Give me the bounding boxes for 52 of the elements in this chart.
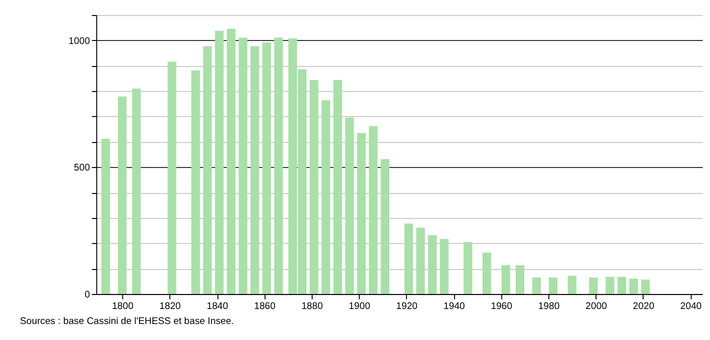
bar	[168, 62, 176, 294]
bar	[262, 42, 271, 294]
x-tick-label: 1840	[206, 300, 228, 312]
bar	[333, 80, 342, 294]
x-tick-label: 1880	[301, 300, 323, 312]
source-note: Sources : base Cassini de l'EHESS et base Insee.	[20, 316, 234, 327]
bar	[250, 46, 260, 294]
bar	[274, 38, 283, 294]
y-tick-label: 1000	[68, 36, 90, 47]
bar	[238, 38, 248, 294]
bar	[310, 80, 318, 294]
bar	[617, 276, 626, 294]
bar	[464, 242, 472, 294]
bar	[428, 235, 437, 294]
bar	[516, 265, 524, 294]
x-tick-label: 1900	[348, 300, 370, 312]
bar	[440, 238, 449, 294]
bar	[548, 278, 558, 294]
y-tick-label: 0	[84, 289, 90, 300]
x-tick-label: 1860	[254, 300, 276, 312]
bar	[482, 252, 492, 294]
y-tick-label: 500	[74, 162, 90, 174]
x-tick-label: 1980	[538, 300, 560, 312]
bar	[118, 96, 127, 294]
bar	[629, 278, 638, 294]
bar	[368, 126, 378, 294]
x-tick-label: 1920	[396, 300, 418, 312]
x-tick-label: 1940	[443, 300, 465, 312]
bar	[345, 118, 354, 294]
x-tick-label: 1800	[112, 300, 134, 312]
bar	[501, 265, 510, 294]
x-tick-label: 2020	[632, 300, 654, 312]
bar	[606, 276, 614, 294]
bar	[404, 224, 414, 294]
bar	[203, 46, 212, 294]
x-tick-label: 2040	[680, 300, 702, 312]
bar	[641, 280, 650, 294]
bar	[132, 88, 141, 294]
bar	[214, 30, 224, 294]
bar	[380, 159, 390, 294]
bar	[226, 28, 236, 294]
bar	[416, 228, 425, 294]
x-tick-label: 2000	[586, 300, 607, 312]
bar	[191, 70, 200, 294]
bar	[532, 278, 541, 294]
bar	[589, 278, 598, 294]
bar	[357, 132, 366, 294]
bar	[101, 138, 110, 294]
x-tick-label: 1820	[159, 300, 181, 312]
bar	[322, 100, 330, 294]
bar	[568, 276, 576, 294]
x-tick-label: 1960	[490, 300, 512, 312]
